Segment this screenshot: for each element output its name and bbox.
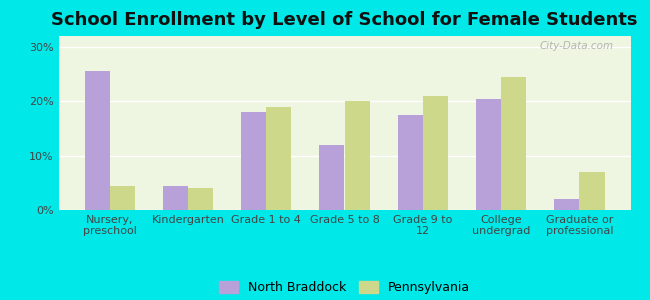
Bar xyxy=(476,98,501,210)
Bar xyxy=(422,96,448,210)
Title: School Enrollment by Level of School for Female Students: School Enrollment by Level of School for… xyxy=(51,11,638,29)
Bar xyxy=(579,172,604,210)
Legend: North Braddock, Pennsylvania: North Braddock, Pennsylvania xyxy=(219,280,470,294)
Text: City-Data.com: City-Data.com xyxy=(540,41,614,51)
Bar xyxy=(266,107,291,210)
Bar xyxy=(84,71,110,210)
Bar xyxy=(162,185,188,210)
Bar xyxy=(501,77,526,210)
Bar xyxy=(398,115,423,210)
Bar xyxy=(188,188,213,210)
Bar xyxy=(110,185,135,210)
Bar xyxy=(319,145,344,210)
Bar xyxy=(344,101,370,210)
Bar xyxy=(241,112,266,210)
Bar xyxy=(554,199,579,210)
